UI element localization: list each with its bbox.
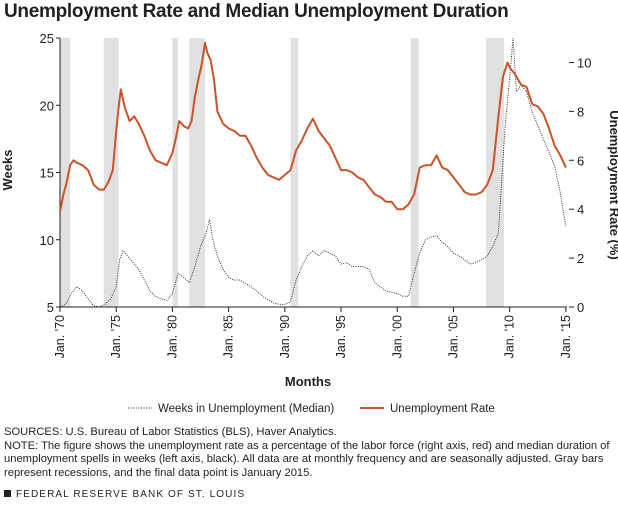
x-tick-label: Jan. '85 [222, 315, 236, 358]
y-axis-left-label: Weeks [0, 150, 15, 191]
recession-bar [189, 38, 206, 307]
note-text: NOTE: The figure shows the unemployment … [4, 439, 610, 479]
y-left-tick-label: 5 [47, 300, 54, 315]
recession-bar [172, 38, 179, 307]
x-tick-label: Jan. '00 [390, 315, 404, 358]
sources-text: SOURCES: U.S. Bureau of Labor Statistics… [4, 426, 337, 438]
x-tick-label: Jan. '70 [53, 315, 67, 358]
y-left-tick-label: 25 [40, 31, 54, 46]
recession-bar [60, 38, 71, 307]
x-tick-label: Jan. '05 [446, 315, 460, 358]
chart-title: Unemployment Rate and Median Unemploymen… [4, 1, 509, 22]
axes: 5 10 15 20 25 0 2 4 6 8 10 Jan. '70 Jan. '75 Jan. '80… [40, 31, 592, 358]
x-tick-label: Jan. '90 [278, 315, 292, 358]
y-right-tick-label: 2 [577, 251, 584, 266]
y-right-tick-label: 6 [577, 153, 584, 168]
unemployment-rate-line [59, 41, 567, 212]
x-tick-label: Jan. '15 [559, 315, 573, 358]
legend: Weeks in Unemployment (Median) Unemploym… [128, 403, 495, 415]
sources-note: SOURCES: U.S. Bureau of Labor Statistics… [4, 426, 614, 480]
chart: 5 10 15 20 25 0 2 4 6 8 10 Jan. '70 Jan. '75 Jan. '80… [0, 31, 618, 415]
y-right-tick-label: 4 [577, 202, 584, 217]
recession-bar [410, 38, 419, 307]
x-tick-label: Jan. '80 [165, 315, 179, 358]
x-tick-label: Jan. '95 [334, 315, 348, 358]
footer-square-icon [4, 490, 11, 497]
y-right-tick-label: 0 [577, 300, 584, 315]
y-left-tick-label: 20 [40, 98, 54, 113]
recession-bars [60, 38, 505, 307]
series-lines [59, 37, 567, 308]
y-left-tick-label: 10 [40, 233, 54, 248]
recession-bar [290, 38, 299, 307]
x-axis-label: Months [285, 374, 331, 389]
recession-bar [486, 38, 505, 307]
median-weeks-line [59, 37, 567, 308]
legend-median-label: Weeks in Unemployment (Median) [158, 403, 334, 415]
x-tick-label: Jan. '10 [503, 315, 517, 358]
y-right-tick-label: 10 [577, 55, 591, 70]
y-axis-right-label: Unemployment Rate (%) [607, 110, 618, 260]
y-left-tick-label: 15 [40, 166, 54, 181]
x-tick-label: Jan. '75 [109, 315, 123, 358]
footer-text: FEDERAL RESERVE BANK OF ST. LOUIS [16, 489, 246, 500]
y-right-tick-label: 8 [577, 104, 584, 119]
legend-rate-label: Unemployment Rate [390, 403, 495, 415]
footer: FEDERAL RESERVE BANK OF ST. LOUIS [4, 489, 245, 500]
